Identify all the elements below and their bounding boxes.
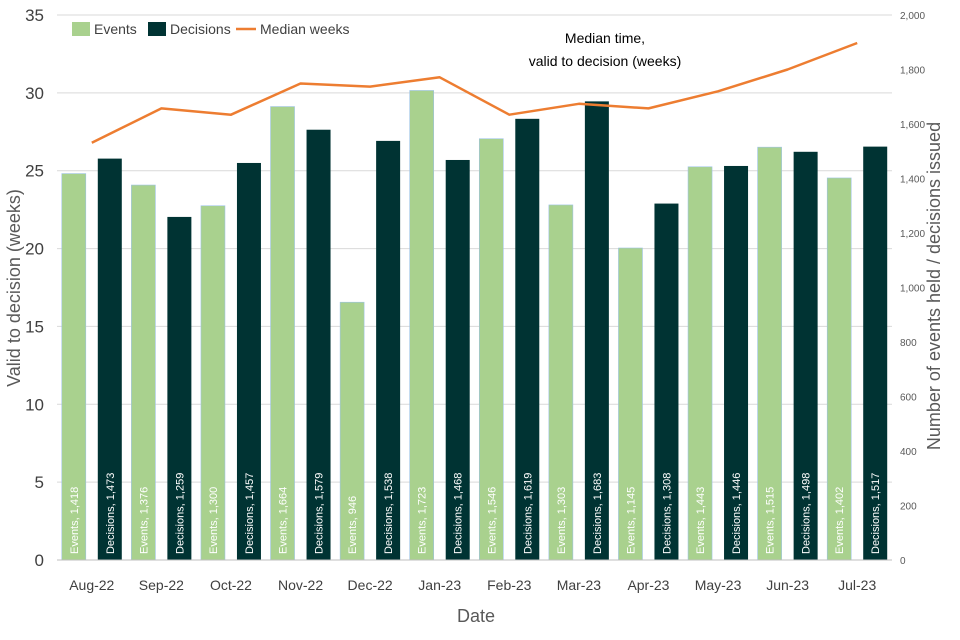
bar-decisions [724,165,749,560]
median-line [91,41,858,144]
bar-label-decisions: Decisions, 1,446 [731,473,743,554]
y2-tick-label: 0 [900,556,906,567]
median-line-path [91,41,858,144]
bar-label-decisions: Decisions, 1,473 [105,473,117,554]
bar-decisions [236,162,261,560]
bar-label-decisions: Decisions, 1,517 [870,473,882,554]
legend-label-median: Median weeks [260,21,350,37]
y-tick-label: 0 [35,551,44,570]
bar-events [339,301,365,561]
bar-decisions [167,216,192,561]
y2-tick-label: 200 [900,502,917,513]
x-tick-label: Nov-22 [278,577,323,593]
bar-label-decisions: Decisions, 1,579 [314,473,326,554]
bar-events [757,146,782,561]
annotation-line-2: valid to decision (weeks) [529,53,682,69]
x-tick-label: Jan-23 [418,577,461,593]
bar-decisions [97,158,122,561]
bar-label-events: Events, 946 [347,496,359,554]
y-tick-label: 35 [25,6,44,25]
bar-label-decisions: Decisions, 1,619 [522,473,534,554]
y2-tick-label: 1,600 [900,120,925,131]
legend-label-decisions: Decisions [170,21,231,37]
x-tick-label: Jun-23 [766,577,809,593]
bar-label-events: Events, 1,402 [834,487,846,554]
bar-events [548,204,574,561]
x-tick-label: Dec-22 [348,577,393,593]
y2-tick-label: 1,800 [900,66,925,77]
bar-label-decisions: Decisions, 1,498 [801,473,813,554]
x-tick-label: Aug-22 [69,577,114,593]
bar-label-events: Events, 1,664 [278,487,290,554]
bar-decisions [793,151,818,561]
bar-label-decisions: Decisions, 1,538 [383,473,395,554]
bar-decisions [863,146,888,560]
bar-events [409,90,435,561]
bar-events [478,138,504,561]
bar-events [826,177,852,561]
x-tick-label: Feb-23 [487,577,532,593]
bar-label-decisions: Decisions, 1,468 [453,473,465,554]
bar-events [131,184,156,561]
y2-tick-label: 1,000 [900,284,925,295]
x-axis-title: Date [457,606,495,626]
bars: Events, 1,418 Decisions, 1,473 Events, 1,3… [61,90,888,561]
bar-label-decisions: Decisions, 1,457 [244,473,256,554]
y2-tick-label: 1,200 [900,229,925,240]
y-tick-label: 10 [25,395,44,414]
bar-label-events: Events, 1,376 [138,487,150,554]
y2-tick-label: 2,000 [900,11,925,22]
y-tick-label: 20 [25,240,44,259]
legend-swatch-events [72,22,90,36]
bar-label-decisions: Decisions, 1,259 [174,473,186,554]
bar-label-events: Events, 1,443 [695,487,707,554]
axes: 0 5 10 15 20 25 30 35 0 200 400 600 800 1,000 1,200 1,4… [25,6,925,593]
y-tick-label: 25 [25,162,44,181]
bar-events [687,166,713,561]
y2-axis-title: Number of events held / decisions issued [924,122,944,450]
x-tick-label: Mar-23 [557,577,602,593]
x-tick-label: Oct-22 [210,577,252,593]
annotation-line-1: Median time, [565,30,645,46]
y2-tick-label: 600 [900,393,917,404]
bar-label-events: Events, 1,145 [625,487,637,554]
bar-decisions [376,140,401,560]
bar-label-events: Events, 1,515 [765,487,777,554]
bar-decisions [584,101,609,560]
bar-decisions [654,203,679,560]
legend: Events Decisions Median weeks [72,21,350,37]
y-tick-label: 15 [25,317,44,336]
bar-decisions [515,118,540,560]
y2-tick-label: 800 [900,338,917,349]
x-tick-label: May-23 [695,577,742,593]
y-tick-label: 5 [35,473,44,492]
y2-tick-label: 400 [900,447,917,458]
bar-events [270,106,295,561]
y2-tick-label: 1,400 [900,175,925,186]
gridlines [57,14,892,483]
bar-events [618,247,643,561]
bar-label-decisions: Decisions, 1,683 [592,473,604,554]
bar-label-events: Events, 1,546 [486,487,498,554]
x-tick-label: Jul-23 [838,577,876,593]
legend-swatch-decisions [148,22,166,36]
y-tick-label: 30 [25,84,44,103]
bar-decisions [306,129,331,560]
bar-label-events: Events, 1,418 [69,487,81,554]
x-tick-label: Sep-22 [139,577,184,593]
bar-label-events: Events, 1,303 [556,487,568,554]
bar-decisions [445,159,470,560]
bar-label-decisions: Decisions, 1,308 [661,473,673,554]
x-tick-label: Apr-23 [627,577,669,593]
y-axis-title: Valid to decision (weeks) [4,189,24,387]
bar-label-events: Events, 1,723 [417,487,429,554]
bar-label-events: Events, 1,300 [208,487,220,554]
bar-events [200,205,226,561]
legend-label-events: Events [94,21,137,37]
